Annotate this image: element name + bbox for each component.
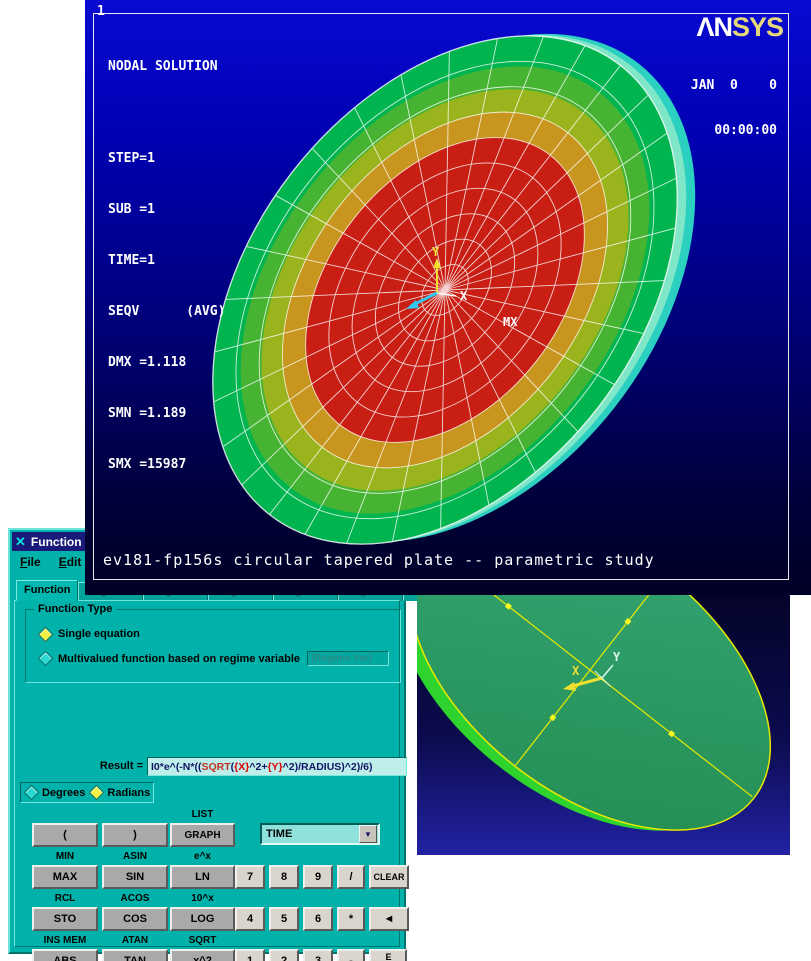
hint-10-pow-x: 10^x <box>191 893 214 904</box>
legend-line: TIME=1 <box>108 253 155 268</box>
btn-graph[interactable]: GRAPH <box>170 823 235 847</box>
radio-single-equation[interactable]: Single equation <box>37 626 140 642</box>
btn-max[interactable]: MAX <box>32 865 98 889</box>
menu-edit[interactable]: Edit <box>58 554 82 569</box>
btn-6[interactable]: 6 <box>303 907 333 931</box>
btn-ln[interactable]: LN <box>170 865 235 889</box>
btn-clear[interactable]: CLEAR <box>369 865 409 889</box>
btn-3[interactable]: 3 <box>303 949 333 961</box>
btn-sto[interactable]: STO <box>32 907 98 931</box>
expression-input[interactable]: I0*e^(-N*((SQRT({X}^2+{Y}^2)/RADIUS)^2)/… <box>147 757 407 776</box>
app-x-icon: ✕ <box>15 534 26 549</box>
max-stress-marker: MX <box>503 315 518 329</box>
radio-label: Radians <box>107 786 151 799</box>
menu-file[interactable]: File <box>20 554 41 569</box>
btn-abs[interactable]: ABS <box>32 949 98 961</box>
result-label: Result = <box>99 760 143 772</box>
plot-caption: ev181-fp156s circular tapered plate -- p… <box>103 551 655 569</box>
legend-line: SUB =1 <box>108 202 155 217</box>
svg-text:X: X <box>460 289 468 303</box>
hint-sqrt: SQRT <box>188 935 217 946</box>
btn-4[interactable]: 4 <box>235 907 265 931</box>
window-number: 1 <box>97 4 105 19</box>
btn-2[interactable]: 2 <box>269 949 299 961</box>
hint-acos: ACOS <box>120 893 150 904</box>
btn-5[interactable]: 5 <box>269 907 299 931</box>
regime-var-field: (Regime Var) <box>307 651 390 666</box>
btn-1[interactable]: 1 <box>235 949 265 961</box>
radio-diamond-icon[interactable] <box>37 650 54 667</box>
hint-atan: ATAN <box>121 935 149 946</box>
btn-log[interactable]: LOG <box>170 907 235 931</box>
hint-rcl: RCL <box>54 893 76 904</box>
function-type-group: Function Type Single equation Multivalue… <box>25 603 401 683</box>
contour-disk-graphic: Y X <box>212 33 696 545</box>
ansys-nodal-solution-plot: Y X 1 NODAL SOLUTION STEP=1 SUB =1 TIME=… <box>85 0 811 595</box>
menubar: File Edit <box>12 552 402 571</box>
legend-line: SMN =1.189 <box>108 406 187 421</box>
radio-label: Degrees <box>42 786 86 799</box>
dropdown-value: TIME <box>266 828 293 840</box>
legend-line: SEQV (AVG) <box>108 304 226 319</box>
variable-dropdown[interactable]: TIME ▼ <box>260 823 380 845</box>
legend-line: SMX =15987 <box>108 457 187 472</box>
radio-label: Multivalued function based on regime var… <box>58 652 301 665</box>
radio-diamond-icon[interactable] <box>89 784 105 801</box>
radio-degrees[interactable]: Degrees <box>23 784 86 801</box>
btn-multiply[interactable]: * <box>337 907 365 931</box>
solution-legend: NODAL SOLUTION STEP=1 SUB =1 TIME=1 SEQV… <box>108 24 225 507</box>
legend-line: STEP=1 <box>108 151 155 166</box>
group-label: Function Type <box>34 603 117 615</box>
svg-text:X: X <box>572 664 580 678</box>
radio-multivalued[interactable]: Multivalued function based on regime var… <box>37 650 390 667</box>
chevron-down-icon[interactable]: ▼ <box>359 825 377 843</box>
btn-x-squared[interactable]: x^2 <box>170 949 235 961</box>
triad-icon: Y X <box>406 245 468 309</box>
radio-diamond-icon[interactable] <box>37 626 54 642</box>
btn-cos[interactable]: COS <box>102 907 168 931</box>
hint-ins-mem: INS MEM <box>43 935 87 946</box>
btn-7[interactable]: 7 <box>235 865 265 889</box>
btn-open-paren[interactable]: ( <box>32 823 98 847</box>
angle-units-box: Degrees Radians <box>20 782 154 803</box>
btn-tan[interactable]: TAN <box>102 949 168 961</box>
svg-text:Y: Y <box>432 245 440 259</box>
btn-backspace[interactable]: ◄ <box>369 907 409 931</box>
btn-minus[interactable]: - <box>337 949 365 961</box>
svg-text:Y: Y <box>613 650 621 664</box>
radio-diamond-icon[interactable] <box>23 784 40 801</box>
legend-line: DMX =1.118 <box>108 355 187 370</box>
hint-list: LIST <box>191 809 214 820</box>
geometry-disk-graphic: X Y <box>417 595 772 831</box>
hint-asin: ASIN <box>123 851 147 862</box>
date-time-stamp: JAN 0 0 00:00:00 <box>690 78 777 138</box>
btn-enter[interactable]: ENTER <box>369 949 407 961</box>
result-row: Result = I0*e^(-N*((SQRT({X}^2+{Y}^2)/RA… <box>15 757 407 777</box>
legend-line: NODAL SOLUTION <box>108 59 218 74</box>
radio-radians[interactable]: Radians <box>89 784 151 801</box>
triad-icon: X Y <box>563 650 621 691</box>
hint-min: MIN <box>55 851 75 862</box>
ansys-geometry-plot: X Y <box>417 595 790 855</box>
btn-9[interactable]: 9 <box>303 865 333 889</box>
ansys-logo: ΛNSYS <box>696 12 784 42</box>
tab-function[interactable]: Function <box>16 580 79 601</box>
tab-panel: Function Type Single equation Multivalue… <box>14 600 409 961</box>
radio-label: Single equation <box>58 628 140 640</box>
btn-8[interactable]: 8 <box>269 865 299 889</box>
hint-e-pow-x: e^x <box>194 851 211 862</box>
btn-close-paren[interactable]: ) <box>102 823 168 847</box>
btn-divide[interactable]: / <box>337 865 365 889</box>
btn-sin[interactable]: SIN <box>102 865 168 889</box>
